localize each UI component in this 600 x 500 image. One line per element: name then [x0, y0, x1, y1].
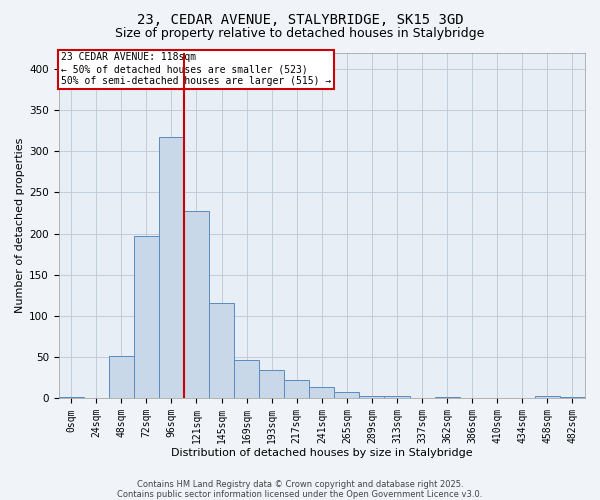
Bar — [359, 396, 385, 398]
Bar — [284, 380, 309, 398]
Bar — [59, 396, 84, 398]
Bar — [535, 396, 560, 398]
Bar — [385, 396, 410, 398]
Bar — [560, 396, 585, 398]
Bar — [184, 210, 209, 398]
Bar — [209, 303, 234, 398]
Text: 23, CEDAR AVENUE, STALYBRIDGE, SK15 3GD: 23, CEDAR AVENUE, STALYBRIDGE, SK15 3GD — [137, 12, 463, 26]
Text: Contains public sector information licensed under the Open Government Licence v3: Contains public sector information licen… — [118, 490, 482, 499]
Bar — [259, 370, 284, 398]
Bar — [159, 138, 184, 398]
Y-axis label: Number of detached properties: Number of detached properties — [15, 138, 25, 313]
Bar — [234, 360, 259, 399]
Text: Size of property relative to detached houses in Stalybridge: Size of property relative to detached ho… — [115, 28, 485, 40]
Bar — [109, 356, 134, 399]
Bar — [134, 236, 159, 398]
Bar — [334, 392, 359, 398]
Bar — [434, 396, 460, 398]
Text: Contains HM Land Registry data © Crown copyright and database right 2025.: Contains HM Land Registry data © Crown c… — [137, 480, 463, 489]
Bar — [309, 387, 334, 398]
X-axis label: Distribution of detached houses by size in Stalybridge: Distribution of detached houses by size … — [171, 448, 473, 458]
Text: 23 CEDAR AVENUE: 118sqm
← 50% of detached houses are smaller (523)
50% of semi-d: 23 CEDAR AVENUE: 118sqm ← 50% of detache… — [61, 52, 332, 86]
